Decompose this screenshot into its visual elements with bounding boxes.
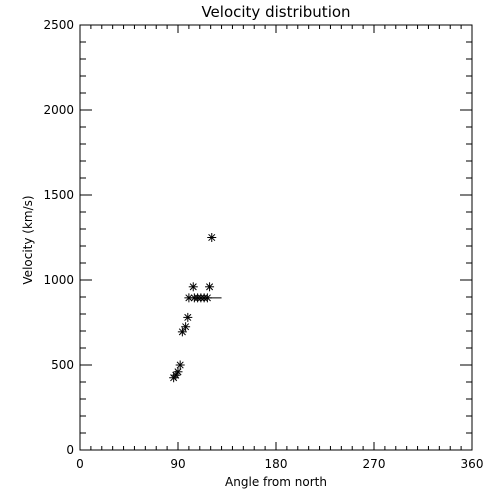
plot-border: [79, 24, 473, 451]
y-axis-label: Velocity (km/s): [21, 195, 35, 284]
data-point: [207, 233, 217, 242]
y-tick-label: 0: [66, 443, 74, 457]
x-tick-label: 180: [265, 457, 288, 471]
data-point: [181, 322, 191, 332]
data-point: [202, 293, 212, 303]
y-tick-label: 500: [51, 358, 74, 372]
data-point: [177, 327, 187, 337]
y-tick-label: 1500: [43, 188, 74, 202]
y-tick-label: 1000: [43, 273, 74, 287]
data-point: [183, 312, 193, 322]
x-tick-label: 90: [170, 457, 185, 471]
axis-ticks: [79, 24, 473, 451]
x-axis-label: Angle from north: [225, 475, 327, 489]
x-tick-label: 360: [461, 457, 484, 471]
x-tick-labels: 0 90 180 270 360: [76, 457, 483, 471]
y-tick-label: 2000: [43, 103, 74, 117]
data-point: [175, 360, 185, 370]
y-tick-label: 2500: [43, 18, 74, 32]
data-point: [173, 367, 183, 377]
x-tick-label: 0: [76, 457, 84, 471]
x-tick-label: 270: [363, 457, 386, 471]
chart-title: Velocity distribution: [201, 3, 350, 21]
data-point: [205, 282, 215, 292]
y-tick-labels: 0 500 1000 1500 2000 2500: [43, 18, 74, 457]
data-point: [188, 282, 198, 292]
data-points: [169, 233, 217, 383]
plot-frame: [79, 24, 473, 451]
